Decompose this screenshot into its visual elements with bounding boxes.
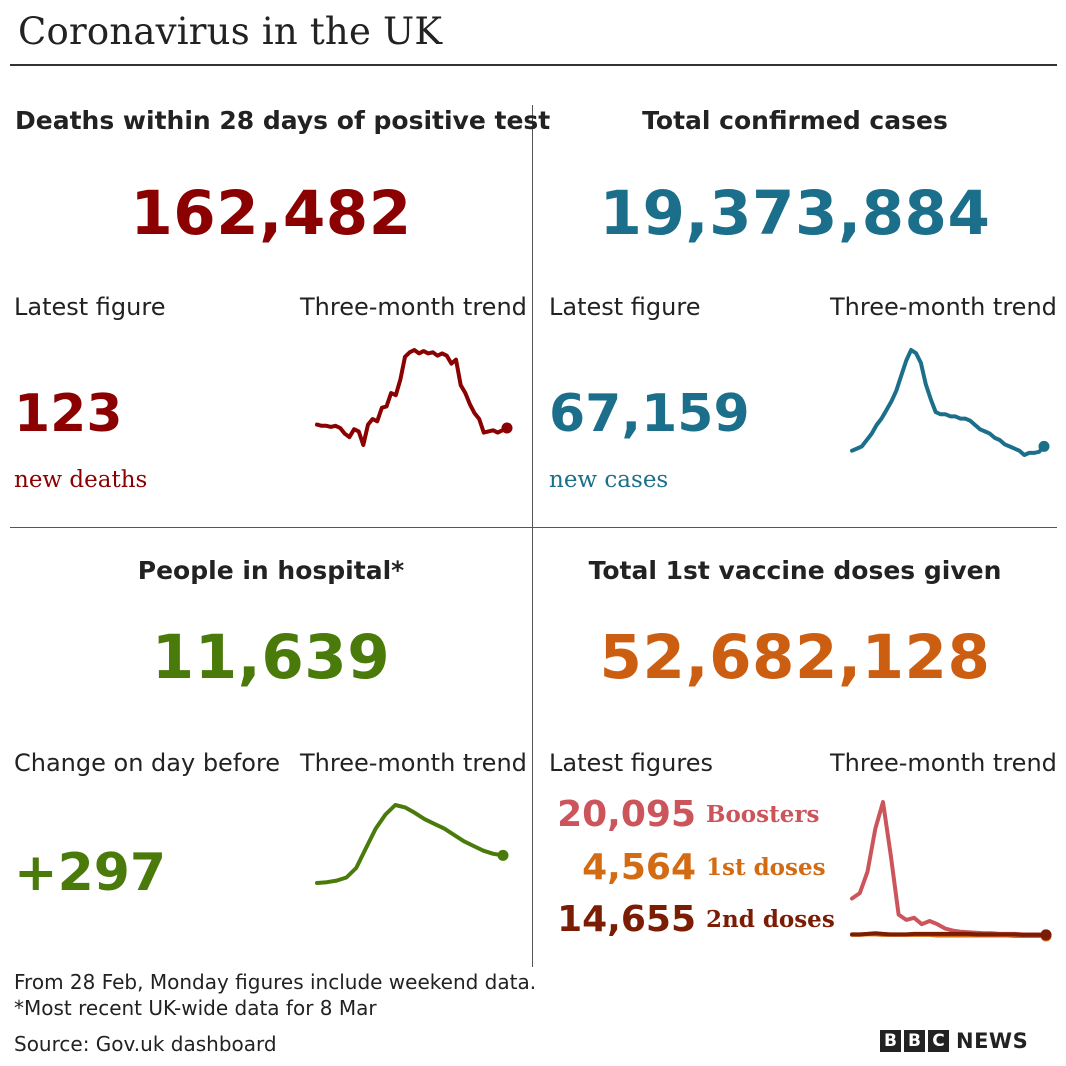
cases-trend-chart (850, 348, 1050, 457)
bbc-news-logo: B B C NEWS (880, 1029, 1029, 1053)
second-doses-label: 2nd doses (706, 906, 835, 933)
second-doses-value: 14,655 (557, 899, 696, 940)
hospital-trend-line (315, 803, 505, 885)
cases-latest-unit: new cases (549, 467, 669, 493)
vaccine-heading: Total 1st vaccine doses given (588, 556, 1002, 585)
cases-latest-value: 67,159 (549, 384, 750, 444)
vertical-divider (532, 105, 533, 967)
deaths-trend-line (315, 348, 509, 447)
hospital-trend-label: Three-month trend (300, 749, 527, 777)
hospital-latest-label: Change on day before (14, 749, 281, 777)
deaths-trend-chart (315, 348, 513, 447)
vaccine-trend-chart (850, 800, 1052, 942)
vaccine-trend-line-2nd-doses (850, 931, 1048, 937)
first-doses-value: 4,564 (582, 847, 696, 888)
vaccine-trend-end-point-2nd-doses (1040, 929, 1052, 941)
boosters-label: Boosters (706, 801, 820, 828)
page-title: Coronavirus in the UK (18, 10, 443, 53)
deaths-trend-label: Three-month trend (300, 293, 527, 321)
horizontal-divider (10, 527, 1057, 528)
deaths-heading: Deaths within 28 days of positive test (15, 106, 551, 135)
cases-latest-label: Latest figure (549, 293, 701, 321)
hospital-heading: People in hospital* (137, 556, 405, 585)
bbc-logo-news: NEWS (956, 1029, 1029, 1053)
footer-source: Source: Gov.uk dashboard (14, 1032, 277, 1056)
deaths-trend-end-point (501, 422, 513, 434)
deaths-latest-label: Latest figure (14, 293, 166, 321)
first-doses-label: 1st doses (706, 854, 826, 881)
bbc-logo-letter: C (928, 1030, 949, 1052)
footer-note-weekend: From 28 Feb, Monday figures include week… (14, 970, 537, 994)
vaccine-trend-label: Three-month trend (830, 749, 1057, 777)
cases-trend-label: Three-month trend (830, 293, 1057, 321)
hospital-trend-chart (315, 803, 509, 885)
cases-trend-line (850, 348, 1046, 457)
vaccine-total: 52,682,128 (599, 622, 991, 693)
bbc-logo-letter: B (880, 1030, 901, 1052)
hospital-latest-value: +297 (14, 843, 167, 903)
deaths-total: 162,482 (130, 178, 412, 249)
footer-note-hospital: *Most recent UK-wide data for 8 Mar (14, 996, 377, 1020)
title-rule (10, 64, 1057, 66)
cases-trend-end-point (1038, 440, 1050, 452)
bbc-logo-letter: B (904, 1030, 925, 1052)
hospital-total: 11,639 (151, 622, 391, 693)
cases-heading: Total confirmed cases (642, 106, 948, 135)
boosters-value: 20,095 (557, 794, 696, 835)
deaths-latest-value: 123 (14, 384, 123, 444)
deaths-latest-unit: new deaths (14, 467, 148, 493)
vaccine-trend-line-boosters (850, 800, 1048, 937)
vaccine-latest-label: Latest figures (549, 749, 713, 777)
cases-total: 19,373,884 (599, 178, 991, 249)
hospital-trend-end-point (497, 849, 509, 861)
